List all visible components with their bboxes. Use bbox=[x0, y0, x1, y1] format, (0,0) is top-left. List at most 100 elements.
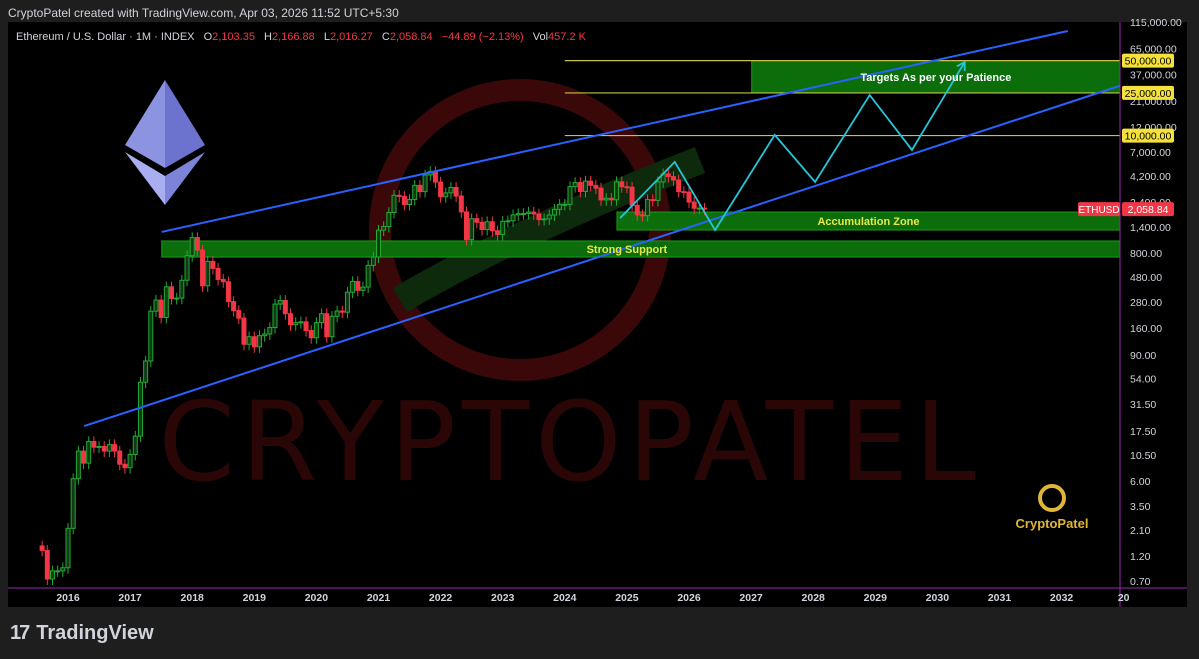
candle-body bbox=[650, 199, 656, 202]
candle bbox=[515, 208, 521, 221]
price-axis bbox=[1120, 22, 1187, 607]
price-tick-label: 31.50 bbox=[1130, 399, 1156, 411]
candle bbox=[241, 312, 247, 351]
channel-line-upper bbox=[161, 29, 1069, 233]
candle-body bbox=[546, 214, 552, 220]
time-tick-label: 2027 bbox=[739, 592, 763, 604]
candle-body bbox=[629, 186, 635, 206]
tradingview-mark-icon: 17 bbox=[10, 622, 30, 644]
last-price-tag-text: 2,058.84 bbox=[1128, 204, 1169, 216]
candle bbox=[86, 436, 92, 470]
price-tick-label: 800.00 bbox=[1130, 248, 1162, 260]
candle bbox=[313, 317, 319, 344]
candle bbox=[334, 305, 340, 323]
symbol-name[interactable]: Ethereum / U.S. Dollar · 1M · INDEX bbox=[16, 31, 195, 43]
candle bbox=[572, 177, 578, 193]
candle bbox=[686, 186, 692, 208]
candle bbox=[531, 206, 537, 220]
candle bbox=[474, 213, 480, 229]
candle bbox=[39, 540, 45, 557]
candle-body bbox=[319, 313, 325, 324]
candle-body bbox=[267, 327, 273, 335]
candle-body bbox=[515, 213, 521, 216]
candle-body bbox=[49, 570, 55, 580]
candle-body bbox=[241, 317, 247, 345]
candle bbox=[536, 208, 542, 226]
candle bbox=[681, 186, 687, 199]
candle bbox=[495, 225, 501, 241]
candle-body bbox=[505, 220, 511, 223]
candle-body bbox=[407, 198, 413, 206]
watermark: CRYPTOPATEL bbox=[158, 79, 976, 506]
candle bbox=[184, 250, 190, 287]
watermark-arrow-icon bbox=[392, 146, 706, 313]
time-tick-label: 2025 bbox=[615, 592, 639, 604]
candle-body bbox=[277, 299, 283, 305]
candle bbox=[282, 295, 288, 320]
candle-body bbox=[577, 182, 583, 192]
candle bbox=[174, 292, 180, 305]
candle bbox=[665, 168, 671, 183]
time-tick-label: 2021 bbox=[367, 592, 391, 604]
candle-body bbox=[386, 211, 392, 228]
candle-body bbox=[205, 260, 211, 287]
candle-body bbox=[495, 230, 501, 235]
candle-body bbox=[463, 211, 469, 241]
candle-body bbox=[303, 321, 309, 331]
candle-body bbox=[339, 310, 345, 313]
candle bbox=[551, 204, 557, 221]
candle-body bbox=[256, 335, 262, 348]
candle-body bbox=[308, 329, 314, 339]
price-level-tag-text: 25,000.00 bbox=[1125, 88, 1172, 100]
time-tick-label: 2024 bbox=[553, 592, 577, 604]
price-tick-label: 54.00 bbox=[1130, 374, 1156, 386]
candle bbox=[593, 180, 599, 195]
symbol-tag-text: ETHUSD bbox=[1078, 205, 1119, 216]
candle bbox=[194, 232, 200, 256]
high-value: 2,166.88 bbox=[271, 31, 315, 43]
candle bbox=[557, 199, 563, 216]
candle bbox=[463, 206, 469, 246]
candle-body bbox=[645, 199, 651, 217]
candle bbox=[355, 276, 361, 297]
candle bbox=[562, 199, 568, 211]
candle-body bbox=[557, 203, 563, 210]
candle bbox=[691, 196, 697, 215]
low-value: 2,016.27 bbox=[329, 31, 373, 43]
candle-body bbox=[520, 213, 526, 216]
candle-body bbox=[531, 211, 537, 215]
candle-body bbox=[500, 220, 506, 235]
candle-body bbox=[184, 255, 190, 281]
candle bbox=[453, 182, 459, 202]
candle bbox=[256, 330, 262, 353]
candle bbox=[401, 191, 407, 211]
candle-body bbox=[422, 174, 428, 193]
candle bbox=[608, 192, 614, 206]
candle-body bbox=[189, 237, 195, 257]
candle bbox=[588, 175, 594, 192]
price-tick-label: 37,000.00 bbox=[1130, 70, 1177, 82]
candle bbox=[225, 276, 231, 308]
candle bbox=[153, 294, 159, 318]
candle bbox=[583, 175, 588, 198]
cryptopatel-logo: CryptoPatel bbox=[1016, 484, 1089, 531]
candle bbox=[645, 194, 651, 222]
tradingview-logo[interactable]: 17 TradingView bbox=[10, 622, 154, 645]
candle-body bbox=[313, 322, 319, 339]
candle bbox=[344, 286, 350, 319]
candle-body bbox=[391, 194, 397, 213]
candle-body bbox=[381, 226, 387, 231]
tradingview-brand: TradingView bbox=[36, 622, 154, 644]
channel-line-lower bbox=[83, 80, 1133, 428]
cryptopatel-logo-text: CryptoPatel bbox=[1016, 516, 1089, 531]
candle-body bbox=[158, 299, 164, 318]
time-tick-label: 2023 bbox=[491, 592, 515, 604]
time-tick-label: 2031 bbox=[988, 592, 1012, 604]
candle-body bbox=[551, 208, 557, 216]
candle-body bbox=[282, 299, 288, 315]
candle-body bbox=[200, 249, 206, 287]
candle bbox=[143, 355, 149, 389]
candle bbox=[288, 308, 294, 331]
price-level-tag bbox=[1122, 85, 1174, 100]
